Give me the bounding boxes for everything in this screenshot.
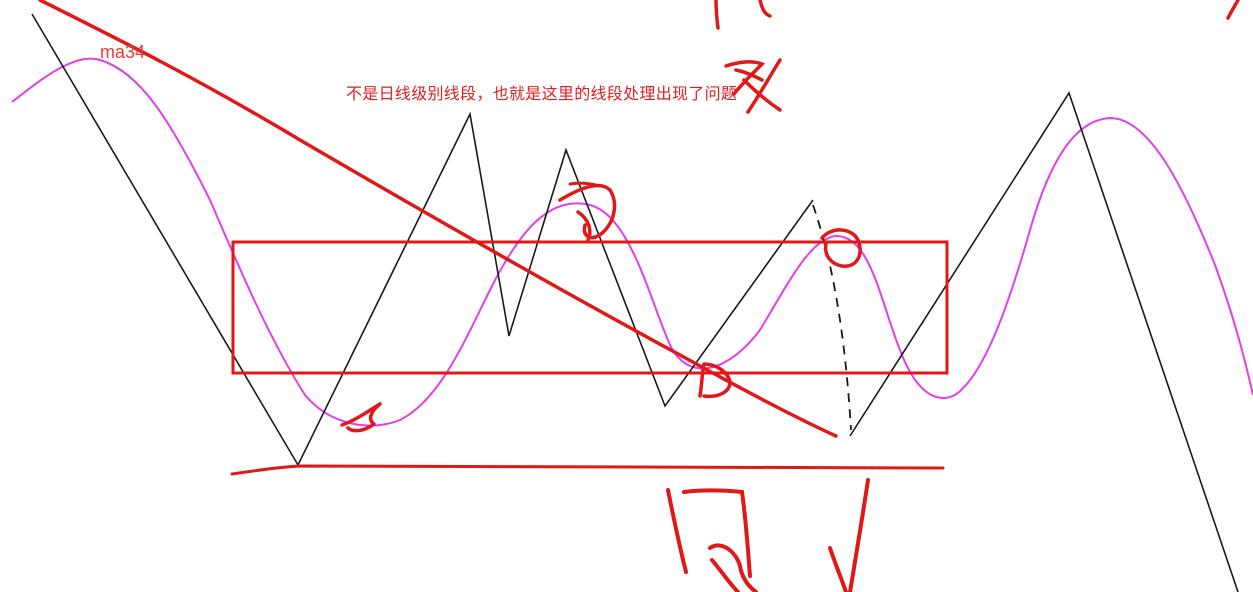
handwritten-mark-trough-left bbox=[340, 402, 382, 433]
handwritten-mark-bottom-mid bbox=[698, 362, 732, 399]
handwritten-char-bottom-1b bbox=[708, 543, 758, 592]
handwritten-mark-top-1 bbox=[558, 183, 617, 242]
handwritten-char-bottom-1 bbox=[666, 488, 752, 578]
handwritten-mark-top-right bbox=[1226, 0, 1240, 20]
support-line bbox=[230, 464, 945, 476]
handwritten-mark-top-edge-1 bbox=[714, 0, 772, 30]
handwritten-mark-top-1-tail bbox=[568, 181, 602, 188]
annotation-caption: 不是日线级别线段，也就是这里的线段处理出现了问题 bbox=[346, 84, 738, 103]
descending-trend-line bbox=[38, 0, 838, 438]
zigzag-line-right bbox=[849, 91, 1239, 592]
dashed-connector bbox=[812, 204, 852, 431]
ma34-label: ma34 bbox=[100, 42, 146, 62]
handwritten-mark-top-2 bbox=[820, 228, 862, 268]
consolidation-box bbox=[231, 240, 949, 375]
handwritten-char-top bbox=[724, 58, 782, 114]
handwritten-char-bottom-2 bbox=[828, 478, 870, 592]
